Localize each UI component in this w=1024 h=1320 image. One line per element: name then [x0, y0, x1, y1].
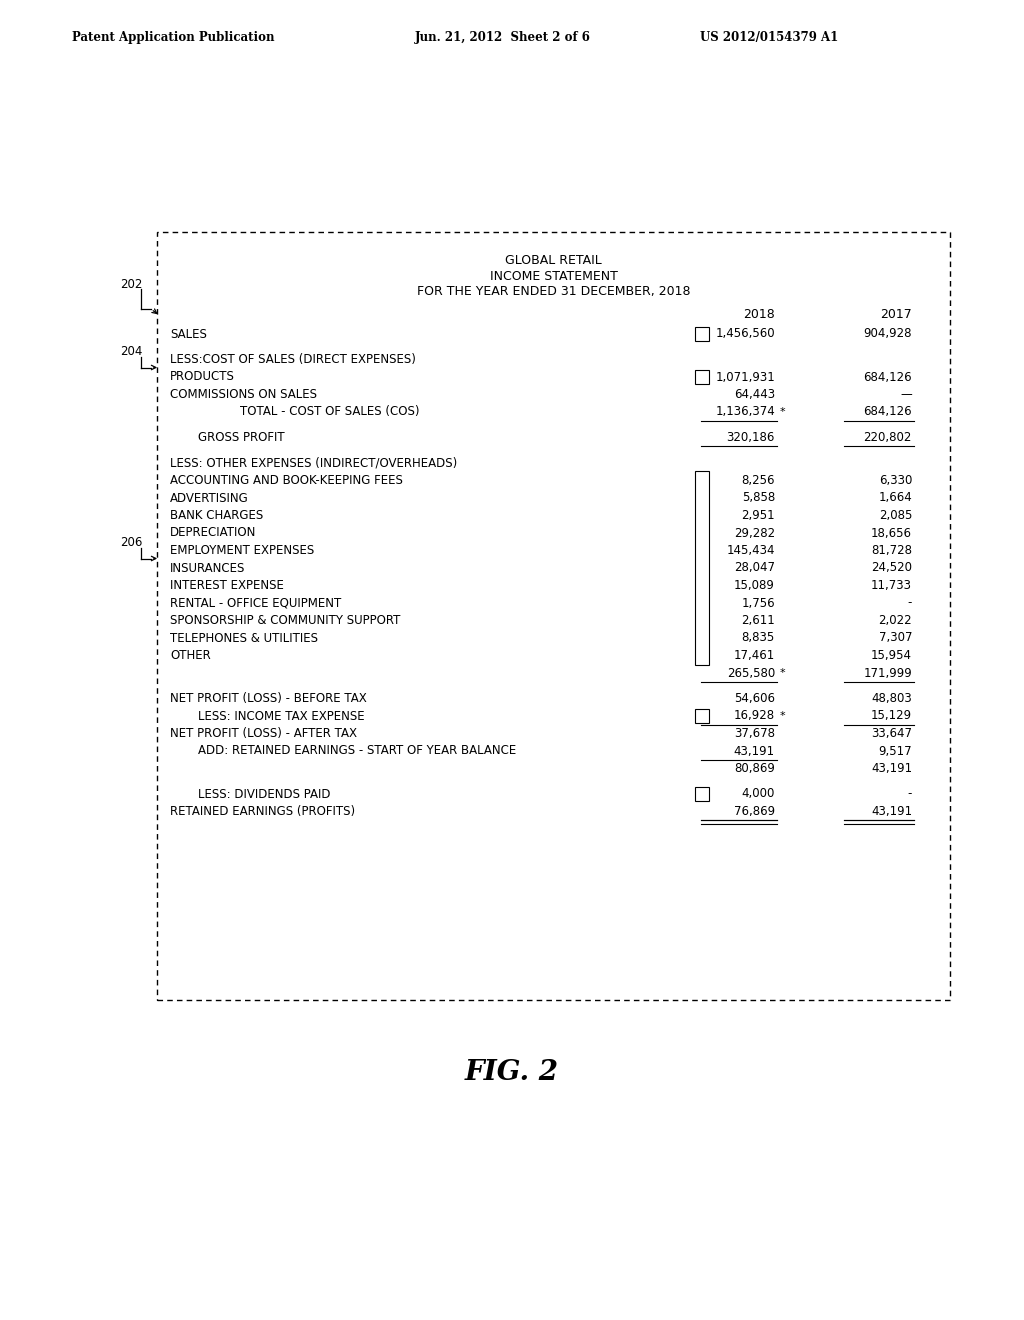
Text: COMMISSIONS ON SALES: COMMISSIONS ON SALES	[170, 388, 317, 401]
Text: 5,858: 5,858	[741, 491, 775, 504]
Text: -: -	[907, 597, 912, 610]
Text: 64,443: 64,443	[734, 388, 775, 401]
Text: 33,647: 33,647	[871, 727, 912, 741]
Text: 6,330: 6,330	[879, 474, 912, 487]
Text: 206: 206	[120, 536, 142, 549]
Text: 17,461: 17,461	[734, 649, 775, 663]
Text: 15,129: 15,129	[870, 710, 912, 722]
Text: 16,928: 16,928	[734, 710, 775, 722]
Text: TELEPHONES & UTILITIES: TELEPHONES & UTILITIES	[170, 631, 318, 644]
Text: 11,733: 11,733	[871, 579, 912, 591]
Text: 2,022: 2,022	[879, 614, 912, 627]
Bar	[695, 709, 709, 723]
Text: 2018: 2018	[743, 308, 775, 321]
Text: 204: 204	[120, 345, 142, 358]
Text: 81,728: 81,728	[871, 544, 912, 557]
Text: SALES: SALES	[170, 327, 207, 341]
Text: Jun. 21, 2012  Sheet 2 of 6: Jun. 21, 2012 Sheet 2 of 6	[415, 30, 591, 44]
Text: 43,191: 43,191	[870, 805, 912, 818]
Text: ACCOUNTING AND BOOK-KEEPING FEES: ACCOUNTING AND BOOK-KEEPING FEES	[170, 474, 402, 487]
Text: 904,928: 904,928	[863, 327, 912, 341]
Text: 684,126: 684,126	[863, 405, 912, 418]
Text: -: -	[907, 788, 912, 800]
Text: 37,678: 37,678	[734, 727, 775, 741]
Text: 684,126: 684,126	[863, 371, 912, 384]
Text: 202: 202	[120, 277, 142, 290]
Bar	[695, 787, 709, 801]
Text: OTHER: OTHER	[170, 649, 211, 663]
Text: BANK CHARGES: BANK CHARGES	[170, 510, 263, 521]
Text: *: *	[780, 711, 785, 721]
Text: 2,611: 2,611	[741, 614, 775, 627]
Text: US 2012/0154379 A1: US 2012/0154379 A1	[700, 30, 839, 44]
Text: GROSS PROFIT: GROSS PROFIT	[198, 432, 285, 444]
Text: RETAINED EARNINGS (PROFITS): RETAINED EARNINGS (PROFITS)	[170, 805, 355, 818]
Text: 24,520: 24,520	[871, 561, 912, 574]
Text: DEPRECIATION: DEPRECIATION	[170, 527, 256, 540]
Text: 171,999: 171,999	[863, 667, 912, 680]
Text: *: *	[780, 407, 785, 417]
Text: 1,664: 1,664	[879, 491, 912, 504]
Text: 8,835: 8,835	[741, 631, 775, 644]
Text: EMPLOYMENT EXPENSES: EMPLOYMENT EXPENSES	[170, 544, 314, 557]
Text: Patent Application Publication: Patent Application Publication	[72, 30, 274, 44]
Text: 29,282: 29,282	[734, 527, 775, 540]
Text: 2,085: 2,085	[879, 510, 912, 521]
Text: 15,954: 15,954	[871, 649, 912, 663]
Text: INSURANCES: INSURANCES	[170, 561, 246, 574]
Text: FOR THE YEAR ENDED 31 DECEMBER, 2018: FOR THE YEAR ENDED 31 DECEMBER, 2018	[417, 285, 690, 298]
Text: 220,802: 220,802	[863, 432, 912, 444]
Bar	[157, 232, 950, 1001]
Bar	[695, 327, 709, 341]
Text: 4,000: 4,000	[741, 788, 775, 800]
Text: LESS: OTHER EXPENSES (INDIRECT/OVERHEADS): LESS: OTHER EXPENSES (INDIRECT/OVERHEADS…	[170, 457, 458, 470]
Text: PRODUCTS: PRODUCTS	[170, 371, 234, 384]
Text: GLOBAL RETAIL: GLOBAL RETAIL	[505, 253, 602, 267]
Text: LESS: DIVIDENDS PAID: LESS: DIVIDENDS PAID	[198, 788, 331, 800]
Bar	[695, 370, 709, 384]
Text: LESS:COST OF SALES (DIRECT EXPENSES): LESS:COST OF SALES (DIRECT EXPENSES)	[170, 352, 416, 366]
Text: 2017: 2017	[881, 308, 912, 321]
Text: 43,191: 43,191	[734, 744, 775, 758]
Text: *: *	[780, 668, 785, 678]
Text: 43,191: 43,191	[870, 762, 912, 775]
Text: 320,186: 320,186	[727, 432, 775, 444]
Text: 1,456,560: 1,456,560	[716, 327, 775, 341]
Text: 265,580: 265,580	[727, 667, 775, 680]
Text: 54,606: 54,606	[734, 692, 775, 705]
Text: 2,951: 2,951	[741, 510, 775, 521]
Text: RENTAL - OFFICE EQUIPMENT: RENTAL - OFFICE EQUIPMENT	[170, 597, 341, 610]
Text: 1,756: 1,756	[741, 597, 775, 610]
Text: 1,071,931: 1,071,931	[715, 371, 775, 384]
Text: LESS: INCOME TAX EXPENSE: LESS: INCOME TAX EXPENSE	[198, 710, 365, 722]
Text: 80,869: 80,869	[734, 762, 775, 775]
Text: 15,089: 15,089	[734, 579, 775, 591]
Text: 8,256: 8,256	[741, 474, 775, 487]
Text: FIG. 2: FIG. 2	[465, 1059, 559, 1085]
Text: —: —	[900, 388, 912, 401]
Text: 9,517: 9,517	[879, 744, 912, 758]
Text: ADVERTISING: ADVERTISING	[170, 491, 249, 504]
Text: NET PROFIT (LOSS) - BEFORE TAX: NET PROFIT (LOSS) - BEFORE TAX	[170, 692, 367, 705]
Text: SPONSORSHIP & COMMUNITY SUPPORT: SPONSORSHIP & COMMUNITY SUPPORT	[170, 614, 400, 627]
Text: INTEREST EXPENSE: INTEREST EXPENSE	[170, 579, 284, 591]
Text: 28,047: 28,047	[734, 561, 775, 574]
Text: NET PROFIT (LOSS) - AFTER TAX: NET PROFIT (LOSS) - AFTER TAX	[170, 727, 357, 741]
Text: 48,803: 48,803	[871, 692, 912, 705]
Text: 7,307: 7,307	[879, 631, 912, 644]
Text: 1,136,374: 1,136,374	[715, 405, 775, 418]
Text: TOTAL - COST OF SALES (COS): TOTAL - COST OF SALES (COS)	[240, 405, 420, 418]
Text: 76,869: 76,869	[734, 805, 775, 818]
Bar	[695, 471, 709, 665]
Text: 145,434: 145,434	[726, 544, 775, 557]
Text: INCOME STATEMENT: INCOME STATEMENT	[489, 269, 617, 282]
Text: ADD: RETAINED EARNINGS - START OF YEAR BALANCE: ADD: RETAINED EARNINGS - START OF YEAR B…	[198, 744, 516, 758]
Text: 18,656: 18,656	[871, 527, 912, 540]
